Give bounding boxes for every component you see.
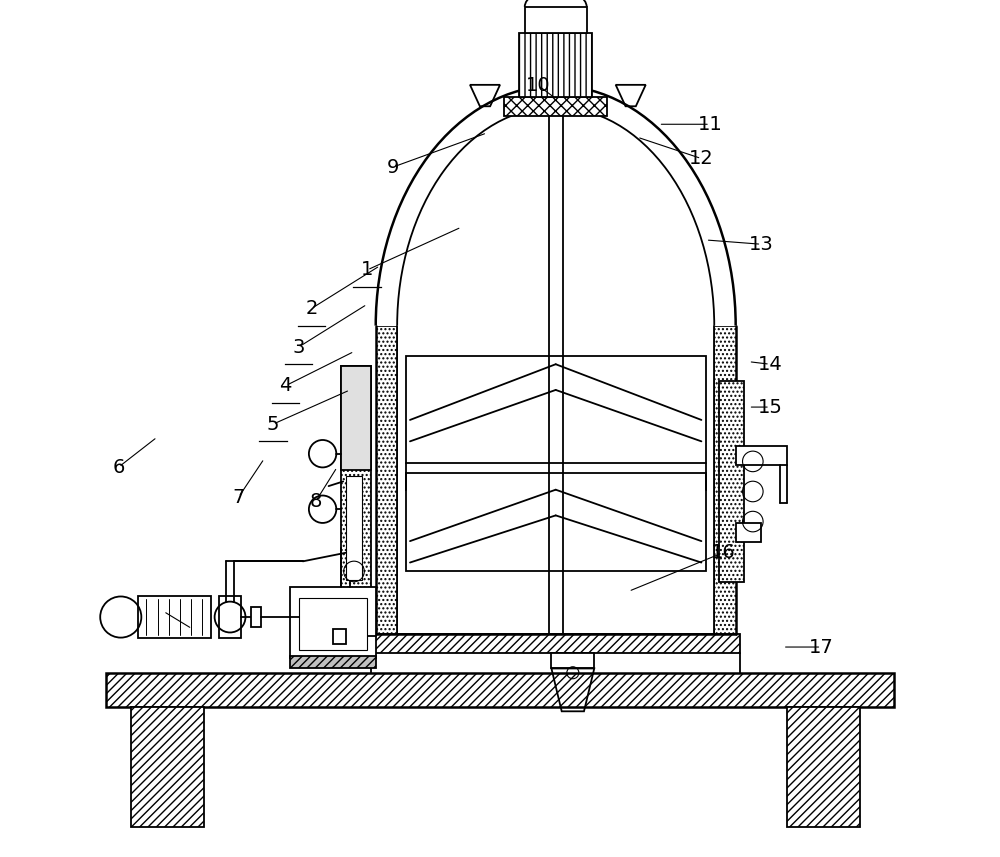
Text: 13: 13 — [749, 235, 774, 254]
Bar — [290, 587, 376, 658]
Text: 16: 16 — [710, 543, 735, 562]
Bar — [519, 33, 592, 97]
Text: 4: 4 — [280, 376, 292, 395]
Bar — [525, 7, 587, 33]
Bar — [371, 634, 740, 653]
Text: 12: 12 — [689, 149, 714, 168]
Text: 2: 2 — [305, 299, 318, 318]
Bar — [219, 596, 241, 638]
Bar — [251, 607, 261, 627]
Text: 3: 3 — [292, 338, 305, 357]
Bar — [131, 707, 204, 827]
Bar — [106, 673, 894, 707]
Bar — [299, 598, 367, 650]
Bar — [736, 446, 787, 464]
Text: 7: 7 — [232, 488, 245, 506]
Bar — [333, 629, 346, 644]
Bar — [551, 653, 594, 668]
Bar — [406, 356, 706, 463]
Bar — [719, 381, 744, 582]
Text: 8: 8 — [310, 492, 322, 511]
Bar — [346, 476, 362, 580]
Text: 9: 9 — [387, 158, 399, 177]
Bar — [406, 472, 706, 571]
Text: 5: 5 — [267, 415, 279, 434]
Bar — [504, 97, 607, 116]
Bar — [290, 656, 376, 668]
Text: 6: 6 — [112, 458, 125, 476]
Bar — [341, 366, 371, 470]
Bar — [341, 366, 371, 597]
Bar — [787, 707, 860, 827]
Bar — [736, 523, 761, 542]
Text: 1: 1 — [361, 261, 373, 279]
Text: 17: 17 — [809, 638, 834, 656]
Text: 14: 14 — [758, 355, 782, 374]
Text: 10: 10 — [526, 76, 551, 95]
Text: 11: 11 — [698, 115, 722, 134]
Bar — [138, 596, 211, 638]
Bar — [376, 326, 397, 634]
Text: 15: 15 — [758, 398, 782, 417]
Bar — [714, 326, 736, 634]
